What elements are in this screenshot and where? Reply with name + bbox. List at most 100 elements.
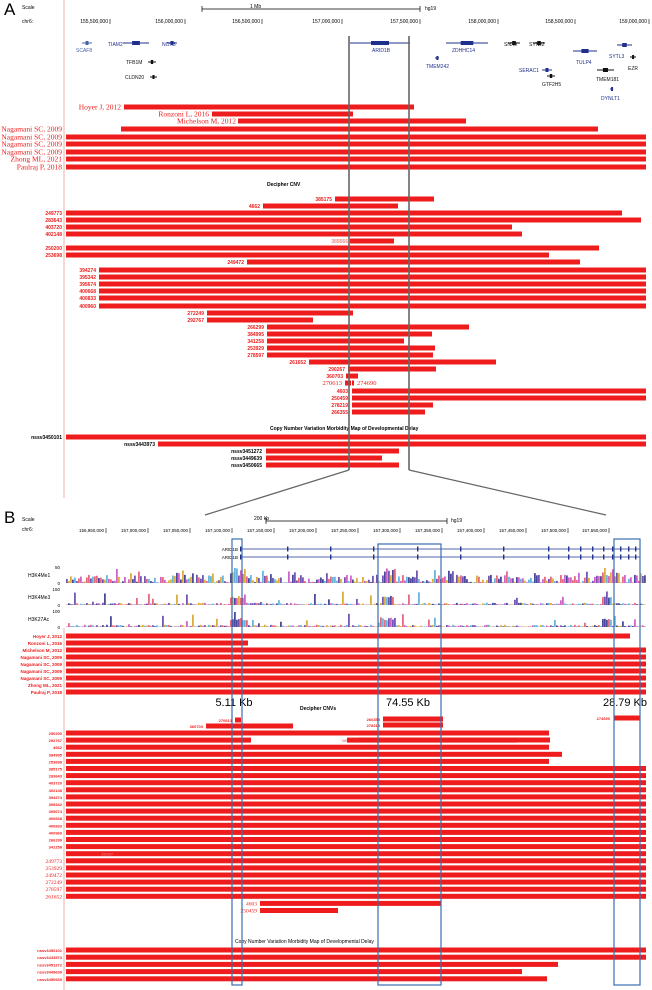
histone-signal-bar [604, 596, 606, 605]
histone-signal-bar [604, 618, 606, 627]
histone-signal-bar [214, 604, 216, 605]
histone-signal-bar [266, 625, 268, 627]
histone-signal-bar [146, 578, 148, 583]
histone-signal-bar [262, 570, 264, 583]
histone-signal-bar [152, 625, 154, 627]
histone-signal-bar [156, 603, 158, 605]
zoom-connector-left [204, 469, 350, 516]
panel-b-decipher-label: 400833 [49, 823, 63, 828]
histone-signal-bar [114, 625, 116, 627]
histone-signal-bar [104, 579, 106, 583]
panel-a-decipher-label: 360703 [326, 374, 343, 380]
histone-signal-bar [606, 575, 608, 583]
histone-signal-bar [224, 581, 226, 583]
histone-signal-bar [314, 582, 316, 583]
panel-b-cnv-map-bar [66, 947, 646, 953]
histone-signal-bar [340, 624, 342, 627]
histone-signal-bar [142, 604, 144, 605]
histone-signal-bar [160, 626, 162, 627]
histone-signal-bar [236, 568, 238, 583]
histone-signal-bar [78, 604, 80, 605]
histone-signal-bar [486, 602, 488, 605]
histone-signal-bar [368, 626, 370, 627]
histone-signal-bar [228, 582, 230, 583]
histone-signal-bar [474, 603, 476, 605]
histone-signal-bar [192, 604, 194, 605]
histone-signal-bar [330, 576, 332, 583]
histone-signal-bar [304, 604, 306, 605]
histone-min-label: 0 [57, 581, 60, 586]
panel-b-decipher-bar [66, 851, 646, 857]
histone-signal-bar [556, 580, 558, 583]
histone-signal-bar [174, 626, 176, 627]
histone-signal-bar [306, 604, 308, 605]
histone-signal-bar [110, 603, 112, 605]
histone-signal-bar [226, 581, 228, 583]
histone-signal-bar [642, 575, 644, 583]
panel-b-literature-label: Michelson M, 2012 [22, 648, 62, 653]
histone-signal-bar [414, 603, 416, 605]
histone-signal-bar [474, 582, 476, 583]
histone-signal-bar [420, 581, 422, 583]
histone-signal-bar [278, 578, 280, 583]
histone-signal-bar [514, 626, 516, 627]
histone-signal-bar [188, 578, 190, 583]
histone-signal-bar [580, 604, 582, 605]
histone-signal-bar [600, 603, 602, 605]
histone-signal-bar [614, 615, 616, 627]
panel-b-decipher-label: 283643 [49, 774, 63, 779]
histone-signal-bar [348, 613, 350, 627]
histone-signal-bar [82, 604, 84, 605]
histone-signal-bar [390, 575, 392, 583]
panel-b-decipher-title: Decipher CNVs [300, 706, 336, 712]
histone-signal-bar [510, 626, 512, 627]
histone-signal-bar [596, 575, 598, 583]
histone-signal-bar [174, 576, 176, 583]
histone-signal-bar [524, 626, 526, 627]
histone-signal-bar [170, 603, 172, 605]
histone-signal-bar [250, 603, 252, 605]
histone-signal-bar [274, 579, 276, 583]
histone-signal-bar [328, 578, 330, 583]
histone-signal-bar [178, 573, 180, 583]
histone-signal-bar [184, 574, 186, 583]
histone-signal-bar [100, 604, 102, 605]
histone-signal-bar [338, 604, 340, 605]
gene-zdhhc14-label: ZDHHC14 [452, 48, 475, 54]
histone-signal-bar [608, 576, 610, 583]
histone-signal-bar [388, 597, 390, 605]
histone-signal-bar [498, 578, 500, 583]
transcript-exon [330, 554, 332, 560]
histone-signal-bar [204, 579, 206, 583]
histone-signal-bar [84, 624, 86, 627]
histone-signal-bar [68, 623, 70, 627]
histone-signal-bar [412, 576, 414, 583]
histone-signal-bar [586, 571, 588, 583]
histone-signal-bar [234, 612, 236, 627]
histone-signal-bar [418, 579, 420, 583]
histone-signal-bar [248, 578, 250, 583]
histone-signal-bar [174, 603, 176, 605]
panel-a-decipher-label: 292767 [187, 318, 204, 324]
histone-signal-bar [418, 626, 420, 627]
panel-b-decipher-label: 249773 [46, 859, 63, 865]
panel-a-decipher-label: 272249 [187, 311, 204, 317]
histone-max-label: 150 [52, 587, 60, 592]
panel-b-literature-bar [66, 640, 248, 646]
histone-signal-bar [146, 625, 148, 627]
histone-signal-bar [592, 625, 594, 627]
histone-signal-bar [576, 604, 578, 605]
histone-signal-bar [354, 604, 356, 605]
histone-signal-bar [148, 593, 150, 605]
histone-signal-bar [212, 603, 214, 605]
histone-signal-bar [220, 602, 222, 605]
histone-signal-bar [554, 581, 556, 583]
histone-signal-bar [424, 626, 426, 627]
panel-a-decipher-bar [352, 380, 354, 386]
histone-signal-bar [480, 626, 482, 627]
histone-signal-bar [300, 624, 302, 627]
histone-signal-bar [628, 578, 630, 583]
histone-signal-bar [618, 573, 620, 583]
histone-signal-bar [632, 625, 634, 627]
histone-signal-bar [110, 579, 112, 583]
